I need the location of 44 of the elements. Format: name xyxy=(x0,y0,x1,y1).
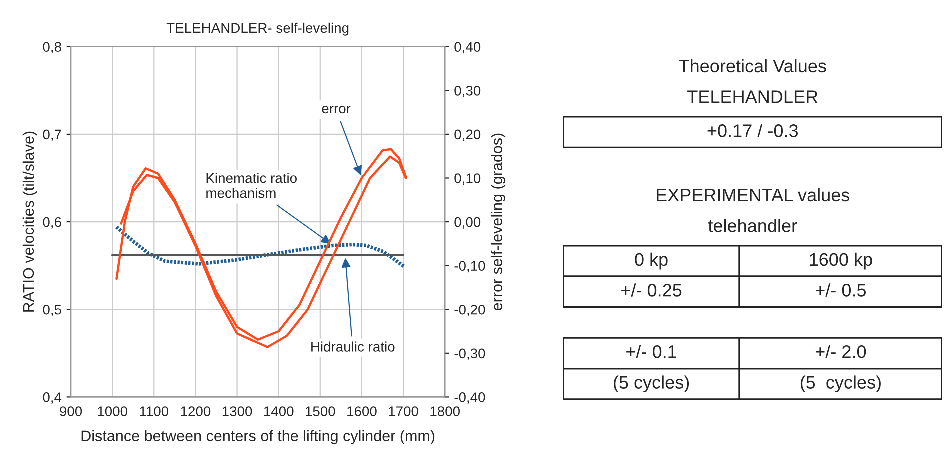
y-tick-label: 0,6 xyxy=(43,217,62,229)
text: error xyxy=(322,106,351,114)
text: +/- 0.1 xyxy=(626,345,676,358)
y2-tick-label: -0,40 xyxy=(454,392,486,404)
x-tick-label: 1100 xyxy=(140,406,169,416)
text: telehandler xyxy=(708,219,798,232)
y2-tick-label: -0,10 xyxy=(454,261,486,273)
y-axis-title: RATIO velocities (tilt/slave) xyxy=(22,132,38,312)
x-tick-label: 1600 xyxy=(348,406,377,416)
y-tick-label: 0,7 xyxy=(43,130,62,142)
text: Theoretical Values xyxy=(679,59,826,73)
text: +/- 0.25 xyxy=(622,284,682,297)
text: (5 cycles) xyxy=(800,376,881,393)
x-tick-label: 1500 xyxy=(306,406,336,416)
y2-tick-label: 0,00 xyxy=(454,217,481,229)
x-tick-label: 1400 xyxy=(264,406,294,416)
x-tick-label: 900 xyxy=(60,406,82,416)
y2-tick-label: -0,20 xyxy=(454,304,486,316)
x-axis-title: Distance between centers of the lifting cylinder (mm) xyxy=(82,430,435,445)
text: +0.17 / -0.3 xyxy=(708,124,798,138)
x-tick-label: 1700 xyxy=(389,406,418,416)
x-tick-label: 1300 xyxy=(222,406,252,416)
text: EXPERIMENTAL values xyxy=(657,188,850,202)
y-tick-label: 0,4 xyxy=(43,392,62,404)
text: 0 kp xyxy=(635,252,668,270)
y2-tick-label: 0,10 xyxy=(454,174,481,186)
text: Hidraulic ratio xyxy=(312,342,395,352)
x-tick-label: 1800 xyxy=(430,406,460,416)
y-tick-label: 0,8 xyxy=(43,42,62,54)
x-tick-label: 1000 xyxy=(98,406,128,416)
y2-tick-label: 0,40 xyxy=(454,42,481,54)
y-tick-label: 0,5 xyxy=(43,304,62,316)
y2-tick-label: 0,20 xyxy=(454,130,481,142)
text: +/- 2.0 xyxy=(816,345,866,358)
text: (5 cycles) xyxy=(614,376,690,393)
y2-tick-label: 0,30 xyxy=(454,86,481,98)
text: 1600 kp xyxy=(810,252,872,270)
x-tick-label: 1200 xyxy=(181,406,211,416)
text: +/- 0.5 xyxy=(816,284,866,297)
text: Kinematic ratio mechanism xyxy=(206,173,297,198)
y2-axis-title: error self-leveling (grados) xyxy=(491,134,506,311)
y2-tick-label: -0,30 xyxy=(454,348,486,360)
text: TELEHANDLER xyxy=(688,90,818,104)
chart-title: TELEHANDLER- self-leveling xyxy=(166,22,349,36)
